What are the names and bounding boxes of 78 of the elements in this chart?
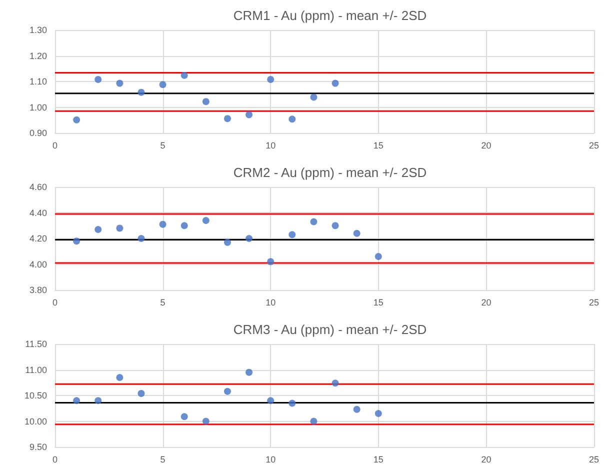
point bbox=[267, 397, 274, 404]
y-tick-label: 4.60 bbox=[29, 182, 47, 192]
point bbox=[73, 116, 80, 124]
point bbox=[246, 111, 253, 118]
x-tick-label: 0 bbox=[52, 298, 58, 308]
point bbox=[116, 80, 124, 87]
point bbox=[138, 390, 145, 397]
point bbox=[180, 72, 188, 79]
point bbox=[288, 400, 296, 407]
point bbox=[159, 81, 166, 88]
y-tick-label: 11.00 bbox=[25, 364, 47, 375]
point bbox=[374, 410, 382, 418]
x-tick-label: 5 bbox=[160, 454, 166, 464]
y-tick-label: 4.00 bbox=[29, 259, 47, 270]
point bbox=[310, 418, 318, 425]
point bbox=[202, 216, 210, 224]
x-tick-label: 5 bbox=[160, 140, 166, 150]
point bbox=[332, 80, 339, 87]
y-tick-label: 11.50 bbox=[25, 339, 47, 349]
chart-title: CRM1 - Au (ppm) - mean +/- 2SD bbox=[233, 8, 427, 23]
point bbox=[116, 374, 124, 381]
chart-title: CRM2 - Au (ppm) - mean +/- 2SD bbox=[233, 165, 427, 180]
y-tick-label: 1.00 bbox=[29, 102, 47, 112]
x-tick-label: 15 bbox=[373, 140, 384, 150]
point bbox=[138, 235, 145, 242]
point bbox=[224, 115, 231, 122]
x-tick-label: 5 bbox=[160, 298, 166, 308]
y-tick-label: 4.20 bbox=[29, 234, 47, 244]
point bbox=[353, 406, 360, 413]
point bbox=[310, 218, 318, 226]
point bbox=[267, 76, 274, 83]
point bbox=[267, 258, 274, 266]
point bbox=[288, 231, 296, 238]
x-tick-label: 0 bbox=[52, 140, 58, 150]
y-tick-label: 9.50 bbox=[29, 442, 47, 452]
chart-title: CRM3 - Au (ppm) - mean +/- 2SD bbox=[233, 322, 427, 337]
point bbox=[73, 238, 80, 245]
x-tick-label: 15 bbox=[373, 454, 384, 464]
point bbox=[180, 222, 188, 230]
y-tick-label: 10.50 bbox=[24, 390, 47, 400]
point bbox=[246, 368, 253, 376]
point bbox=[94, 397, 102, 404]
x-tick-label: 25 bbox=[588, 140, 600, 150]
point bbox=[224, 238, 231, 246]
point bbox=[353, 230, 360, 237]
point bbox=[94, 226, 102, 233]
point bbox=[332, 380, 339, 387]
x-tick-label: 20 bbox=[481, 140, 492, 150]
point bbox=[288, 116, 296, 123]
x-tick-label: 20 bbox=[481, 298, 492, 308]
y-tick-label: 10.00 bbox=[24, 416, 47, 426]
x-tick-label: 10 bbox=[266, 454, 276, 464]
point bbox=[374, 253, 382, 260]
point bbox=[310, 94, 318, 101]
point bbox=[202, 98, 210, 106]
y-tick-label: 0.90 bbox=[29, 128, 47, 138]
point bbox=[332, 222, 339, 230]
x-tick-label: 15 bbox=[373, 298, 384, 308]
point bbox=[138, 88, 145, 96]
point bbox=[202, 418, 210, 425]
x-tick-label: 20 bbox=[481, 454, 492, 464]
x-tick-label: 0 bbox=[52, 454, 58, 464]
point bbox=[159, 220, 166, 228]
y-tick-label: 1.10 bbox=[29, 76, 47, 86]
point bbox=[180, 413, 188, 420]
y-tick-label: 1.30 bbox=[29, 25, 47, 35]
point bbox=[94, 76, 102, 83]
x-tick-label: 10 bbox=[266, 298, 276, 308]
point bbox=[73, 397, 80, 404]
x-tick-label: 10 bbox=[266, 140, 276, 150]
y-tick-label: 1.20 bbox=[29, 50, 47, 61]
point bbox=[246, 235, 253, 242]
point bbox=[116, 224, 124, 232]
y-tick-label: 4.40 bbox=[29, 208, 47, 218]
x-tick-label: 25 bbox=[588, 454, 600, 464]
point bbox=[224, 388, 231, 395]
x-tick-label: 25 bbox=[588, 298, 600, 308]
y-tick-label: 3.80 bbox=[29, 285, 47, 295]
